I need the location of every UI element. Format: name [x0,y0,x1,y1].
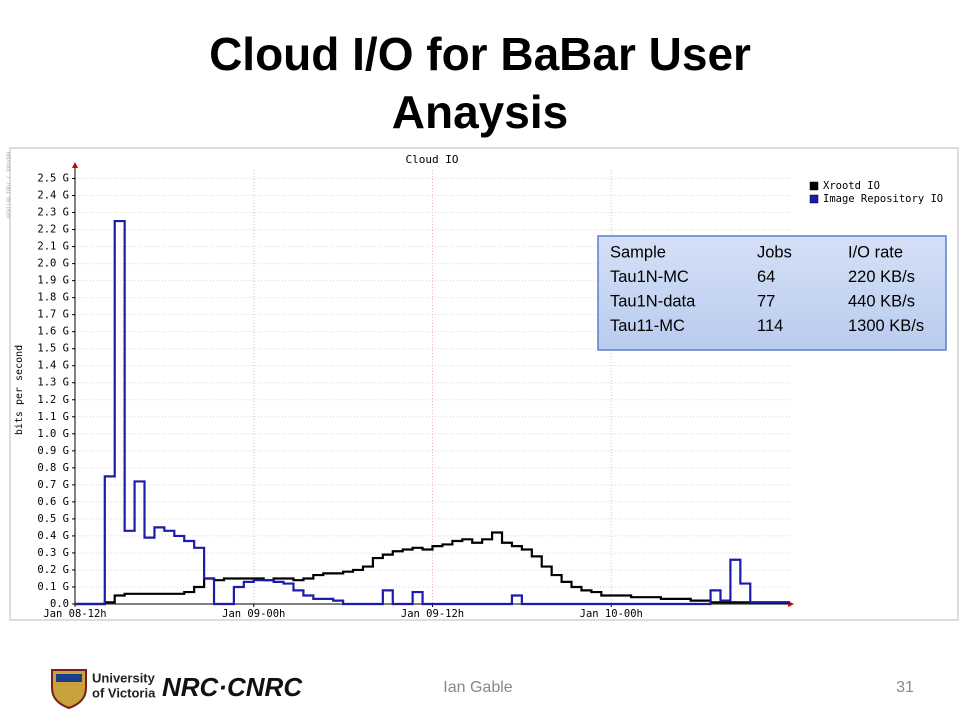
y-tick-label: 1.9 G [37,275,69,287]
y-tick-label: 2.3 G [37,207,69,219]
y-tick-label: 1.3 G [37,377,69,389]
series-line [75,219,790,606]
y-tick-label: 0.8 G [37,462,69,474]
table-cell: 220 KB/s [848,268,915,286]
footer-author: Ian Gable [443,679,512,696]
title-line: Cloud I/O for BaBar User [209,28,751,80]
info-table: Sample Jobs I/O rate Tau1N-MC 64 220 KB/s Tau1… [597,235,947,351]
y-tick-label: 0.3 G [37,547,69,559]
x-tick-label: Jan 10-00h [580,608,643,620]
table-box [597,235,947,351]
side-note: RRDTOOL / TOBI OETIKER [5,152,11,219]
table-header-cell: Jobs [757,243,792,261]
y-tick-label: 1.8 G [37,292,69,304]
x-tick-label: Jan 09-00h [222,608,285,620]
table-header-cell: I/O rate [848,243,903,261]
page-number: 31 [896,679,914,696]
y-tick-label: 0.4 G [37,530,69,542]
legend-label: Xrootd IO [823,180,880,192]
x-tick-label: Jan 09-12h [401,608,464,620]
y-tick-label: 1.2 G [37,394,69,406]
chart-frame [9,147,959,621]
table-cell: 114 [757,317,783,335]
logo-text: University [92,670,156,685]
footer: University of Victoria NRC·CNRC Ian Gabl… [51,669,914,710]
table-cell: 64 [757,268,775,286]
y-tick-label: 0.5 G [37,513,69,525]
y-tick-label: 0.0 [50,598,69,610]
title-line: Anaysis [392,86,568,138]
y-tick-label: 1.4 G [37,360,69,372]
axis-arrow [72,162,78,168]
y-axis-label: bits per second [14,345,25,435]
y-tick-label: 0.7 G [37,479,69,491]
y-tick-label: 1.5 G [37,343,69,355]
table-cell: Tau1N-MC [610,268,689,286]
y-tick-label: 2.0 G [37,258,69,270]
table-cell: Tau1N-data [610,292,696,310]
y-tick-label: 0.2 G [37,564,69,576]
y-tick-label: 2.5 G [37,173,69,185]
slide-title: Cloud I/O for BaBar User Anaysis [209,28,751,138]
table-cell: Tau11-MC [610,317,685,335]
table-cell: 77 [757,292,775,310]
y-tick-label: 1.0 G [37,428,69,440]
y-tick-label: 1.6 G [37,326,69,338]
y-tick-label: 1.1 G [37,411,69,423]
legend-swatch [809,194,819,204]
logo-text: of Victoria [92,685,156,700]
y-tick-label: 1.7 G [37,309,69,321]
chart-image: Cloud IO RRDTOOL / TOBI OETIKER bits per… [5,147,959,621]
table-cell: 1300 KB/s [848,317,924,335]
y-tick-label: 0.1 G [37,581,69,593]
chart-title: Cloud IO [406,153,459,166]
legend-swatch [809,181,819,191]
x-tick-label: Jan 08-12h [43,608,106,620]
y-tick-label: 0.6 G [37,496,69,508]
y-tick-label: 2.1 G [37,241,69,253]
legend-label: Image Repository IO [823,193,943,205]
y-tick-label: 2.2 G [37,224,69,236]
uvic-logo: University of Victoria [51,669,156,710]
table-cell: 440 KB/s [848,292,915,310]
plot: 0.0 0.1 G 0.2 G 0.3 G 0.4 G 0.5 G 0.6 G 0.7 G 0.… [37,162,943,620]
table-header-cell: Sample [610,243,666,261]
y-tick-label: 0.9 G [37,445,69,457]
y-tick-label: 2.4 G [37,190,69,202]
nrc-logo: NRC·CNRC [162,672,303,702]
